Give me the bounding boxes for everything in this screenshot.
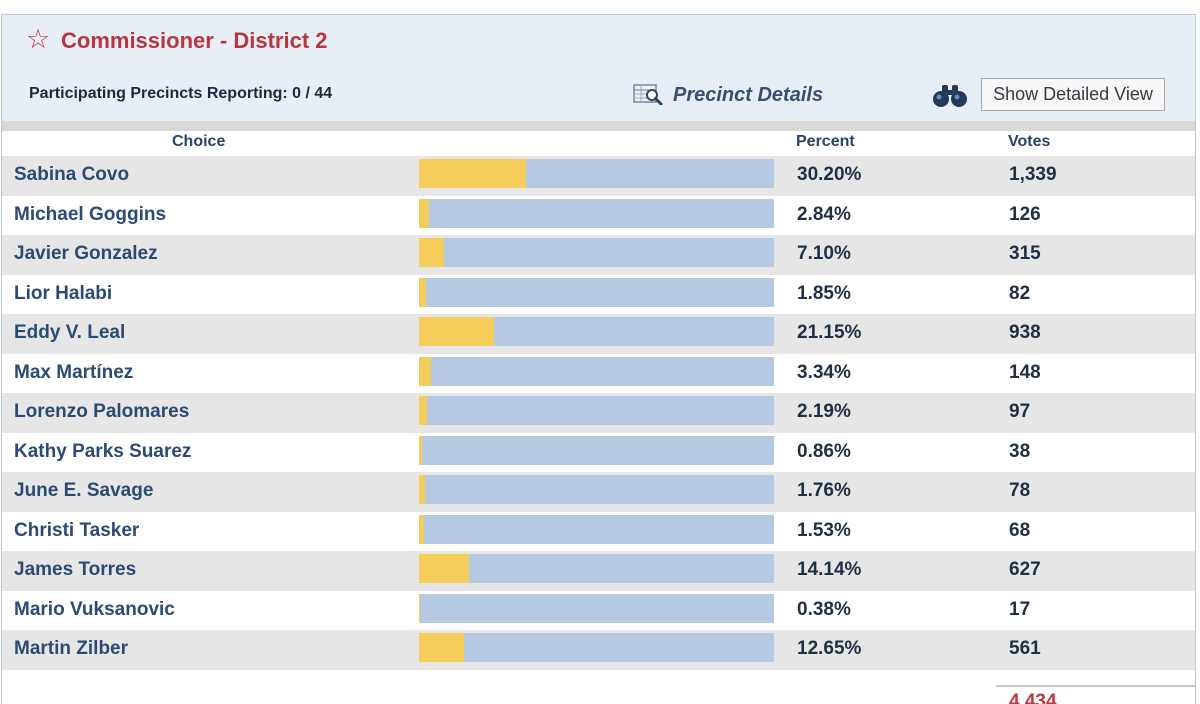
candidate-row: James Torres 14.14% 627 xyxy=(2,551,1195,591)
vote-share-bar xyxy=(419,593,774,623)
vote-share-fill xyxy=(419,198,430,228)
candidate-votes: 82 xyxy=(1009,282,1031,304)
candidate-row: Mario Vuksanovic 0.38% 17 xyxy=(2,590,1195,630)
vote-share-bar xyxy=(419,554,774,583)
candidate-votes: 38 xyxy=(1009,440,1031,462)
candidate-row: Sabina Covo 30.20% 1,339 xyxy=(2,156,1195,196)
candidate-name: Sabina Covo xyxy=(14,164,130,185)
vote-share-fill xyxy=(419,435,423,465)
candidate-name: June E. Savage xyxy=(14,480,154,501)
vote-share-bar xyxy=(419,396,774,425)
header-divider xyxy=(2,121,1195,131)
vote-share-bar xyxy=(419,198,774,228)
candidate-row: Christi Tasker 1.53% 68 xyxy=(2,511,1195,551)
candidate-percent: 1.85% xyxy=(797,282,851,304)
binoculars-icon[interactable] xyxy=(932,81,968,109)
vote-share-fill xyxy=(419,514,425,544)
column-header-choice: Choice xyxy=(172,133,226,150)
vote-share-fill xyxy=(419,593,421,623)
candidate-percent: 21.15% xyxy=(797,322,862,343)
candidate-name: Martin Zilber xyxy=(14,638,129,659)
candidate-votes: 78 xyxy=(1009,480,1031,501)
candidate-votes: 97 xyxy=(1009,401,1031,422)
candidate-percent: 2.19% xyxy=(797,401,851,422)
candidate-row: Lorenzo Palomares 2.19% 97 xyxy=(2,393,1195,433)
candidate-row: Eddy V. Leal 21.15% 938 xyxy=(2,314,1195,354)
vote-share-fill xyxy=(419,475,426,504)
vote-share-bar xyxy=(419,633,774,662)
candidate-row: Martin Zilber 12.65% 561 xyxy=(2,630,1195,670)
vote-share-bar xyxy=(419,475,774,504)
candidate-votes: 126 xyxy=(1009,203,1041,225)
candidate-votes: 938 xyxy=(1009,322,1041,343)
candidate-row: Javier Gonzalez 7.10% 315 xyxy=(2,235,1195,275)
candidate-percent: 2.84% xyxy=(797,203,851,225)
candidate-percent: 12.65% xyxy=(797,638,862,659)
vote-share-fill xyxy=(419,554,470,583)
vote-share-bar xyxy=(419,277,774,307)
candidate-name: Christi Tasker xyxy=(14,519,140,541)
vote-share-fill xyxy=(419,396,427,425)
vote-share-fill xyxy=(419,277,426,307)
precincts-reporting: Participating Precincts Reporting: 0 / 4… xyxy=(29,85,333,102)
candidate-name: Lior Halabi xyxy=(14,282,113,304)
candidate-name: Mario Vuksanovic xyxy=(14,598,175,620)
vote-share-fill xyxy=(419,159,527,188)
candidate-row: Lior Halabi 1.85% 82 xyxy=(2,274,1195,314)
candidate-votes: 627 xyxy=(1009,559,1041,580)
total-votes: 4,434 xyxy=(1009,691,1057,704)
column-header-votes: Votes xyxy=(1008,133,1051,150)
vote-share-bar xyxy=(419,317,774,346)
candidate-percent: 3.34% xyxy=(797,361,851,383)
candidate-percent: 1.53% xyxy=(797,519,851,541)
candidate-name: Lorenzo Palomares xyxy=(14,401,190,422)
vote-share-bar xyxy=(419,514,774,544)
vote-share-fill xyxy=(419,238,445,267)
race-header: ☆ Commissioner - District 2 Participatin… xyxy=(2,15,1195,121)
show-detailed-view-button[interactable]: Show Detailed View xyxy=(981,78,1165,111)
candidate-row: June E. Savage 1.76% 78 xyxy=(2,472,1195,512)
candidate-row: Kathy Parks Suarez 0.86% 38 xyxy=(2,432,1195,472)
total-divider xyxy=(996,685,1195,687)
candidate-votes: 148 xyxy=(1009,361,1041,383)
candidate-name: James Torres xyxy=(14,559,137,580)
candidate-name: Javier Gonzalez xyxy=(14,243,158,264)
candidate-percent: 1.76% xyxy=(797,480,851,501)
results-table: Sabina Covo 30.20% 1,339 Michael Goggins 2.8… xyxy=(2,156,1195,670)
candidate-name: Eddy V. Leal xyxy=(14,322,126,343)
vote-share-fill xyxy=(419,356,431,386)
candidate-percent: 14.14% xyxy=(797,559,862,580)
candidate-votes: 1,339 xyxy=(1009,164,1057,185)
vote-share-bar xyxy=(419,159,774,188)
vote-share-bar xyxy=(419,356,774,386)
vote-share-bar xyxy=(419,435,774,465)
vote-share-fill xyxy=(419,633,464,662)
precinct-details-link[interactable]: Precinct Details xyxy=(673,84,824,106)
vote-share-bar xyxy=(419,238,774,267)
candidate-name: Max Martínez xyxy=(14,361,134,383)
candidate-percent: 0.86% xyxy=(797,440,851,462)
vote-share-fill xyxy=(419,317,495,346)
column-header-percent: Percent xyxy=(796,133,855,150)
candidate-percent: 7.10% xyxy=(797,243,851,264)
candidate-votes: 315 xyxy=(1009,243,1041,264)
candidate-name: Kathy Parks Suarez xyxy=(14,440,192,462)
candidate-percent: 30.20% xyxy=(797,164,862,185)
candidate-votes: 68 xyxy=(1009,519,1031,541)
star-icon[interactable]: ☆ xyxy=(26,24,51,55)
candidate-votes: 17 xyxy=(1009,598,1031,620)
race-panel: ☆ Commissioner - District 2 Participatin… xyxy=(1,14,1196,704)
candidate-votes: 561 xyxy=(1009,638,1041,659)
candidate-name: Michael Goggins xyxy=(14,203,167,225)
precinct-details-icon[interactable] xyxy=(633,83,664,105)
race-title: Commissioner - District 2 xyxy=(61,28,328,53)
candidate-row: Max Martínez 3.34% 148 xyxy=(2,353,1195,393)
candidate-percent: 0.38% xyxy=(797,598,851,620)
candidate-row: Michael Goggins 2.84% 126 xyxy=(2,195,1195,235)
